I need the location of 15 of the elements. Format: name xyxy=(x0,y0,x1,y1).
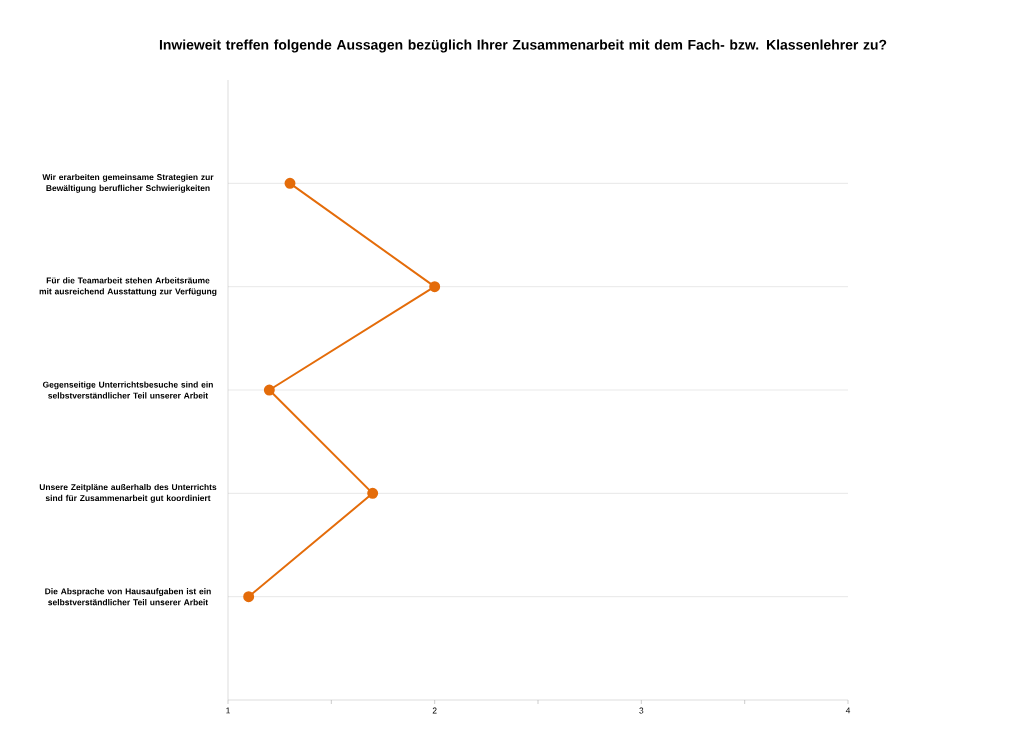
x-tick-label: 4 xyxy=(845,707,851,714)
chart-title: Inwieweit treffen folgende Aussagen bezüglich Ihrer Zusammenarbeit mit dem Fach- bzw. Klassenlehrer zu? xyxy=(159,39,887,53)
point xyxy=(429,281,441,293)
point xyxy=(284,177,296,189)
x-tick-label: 3 xyxy=(639,707,644,714)
point xyxy=(367,487,379,499)
y-tick-label: Unsere Zeitpläne außerhalb des Unterrichts sind für Zusammenarbeit gut koordiniert xyxy=(39,483,217,503)
point xyxy=(243,591,255,603)
y-tick-label: Die Absprache von Hausaufgaben ist ein selbstverständlicher Teil unserer Arbeit xyxy=(45,588,211,606)
y-tick-label: Für die Teamarbeit stehen Arbeitsräume mit ausreichend Ausstattung zur Verfügung xyxy=(39,277,217,297)
x-tick-label: 1 xyxy=(226,707,230,714)
y-tick-label: Wir erarbeiten gemeinsame Strategien zur Bewältigung beruflicher Schwierigkeiten xyxy=(42,173,214,193)
x-tick-label: 2 xyxy=(432,707,437,714)
point xyxy=(263,384,275,396)
y-tick-label: Gegenseitige Unterrichtsbesuche sind ein selbstverständlicher Teil unserer Arbeit xyxy=(42,381,213,399)
